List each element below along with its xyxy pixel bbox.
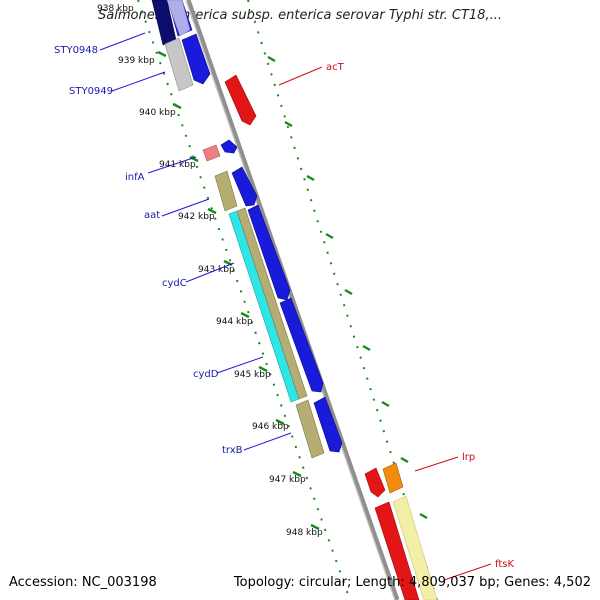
scale-label: 938 kbp (97, 4, 134, 14)
outer-scale-ticks (267, 55, 428, 520)
gene-lrp-small[interactable] (364, 467, 386, 498)
gene-label-lrp[interactable]: lrp (462, 452, 475, 463)
gene-label-trxb[interactable]: trxB (222, 445, 243, 456)
gene-label-infa[interactable]: infA (125, 172, 145, 183)
gene-cydd-inner[interactable] (236, 207, 308, 400)
gene-cydc-forward[interactable] (247, 204, 291, 301)
gene-aat-inner[interactable] (214, 170, 238, 212)
gene-labels: STY0948 STY0949 infA aat cydC cydD trxB … (54, 45, 514, 570)
gene-aat-forward[interactable] (231, 166, 258, 207)
scale-label: 942 kbp (178, 212, 215, 222)
scale-label: 944 kbp (216, 317, 253, 327)
gene-ftsk[interactable] (374, 501, 420, 600)
gene-act[interactable] (224, 74, 257, 126)
gene-label-ftsk[interactable]: ftsK (495, 559, 514, 570)
scale-label: 940 kbp (139, 108, 176, 118)
gene-ftsk-rna[interactable] (392, 495, 438, 600)
gene-trxb-forward[interactable] (313, 396, 343, 453)
topology-text: Topology: circular; Length: 4,809,037 bp… (233, 575, 591, 590)
scale-label: 946 kbp (252, 422, 289, 432)
leader-lines (99, 32, 492, 581)
scale-label: 941 kbp (159, 160, 196, 170)
genome-backbone (185, 0, 400, 600)
gene-lrp[interactable] (382, 462, 404, 494)
gene-label-aat[interactable]: aat (144, 210, 160, 221)
gene-label-sty0949[interactable]: STY0949 (69, 86, 113, 97)
scale-label: 948 kbp (286, 528, 323, 538)
gene-sty0949-inner[interactable] (164, 37, 194, 92)
gene-label-act[interactable]: acT (326, 62, 345, 73)
gene-sty0948-rna[interactable] (166, 0, 191, 37)
gene-infa-inner[interactable] (202, 144, 221, 162)
inner-scale-ticks (157, 50, 320, 531)
gene-cydd-forward[interactable] (279, 297, 324, 393)
gene-infa-forward[interactable] (220, 139, 238, 154)
gene-label-sty0948[interactable]: STY0948 (54, 45, 98, 56)
gene-label-cydc[interactable]: cydC (162, 278, 187, 289)
scale-label: 939 kbp (118, 56, 155, 66)
scale-label: 947 kbp (269, 475, 306, 485)
inner-guide-track (137, 0, 351, 600)
accession-text: Accession: NC_003198 (9, 575, 157, 590)
scale-label: 945 kbp (234, 370, 271, 380)
gene-sty0949-forward[interactable] (181, 33, 211, 85)
gene-label-cydd[interactable]: cydD (193, 369, 219, 380)
map-title: Salmonella enterica subsp. enterica sero… (98, 8, 502, 23)
gene-trxb-inner[interactable] (295, 399, 325, 459)
